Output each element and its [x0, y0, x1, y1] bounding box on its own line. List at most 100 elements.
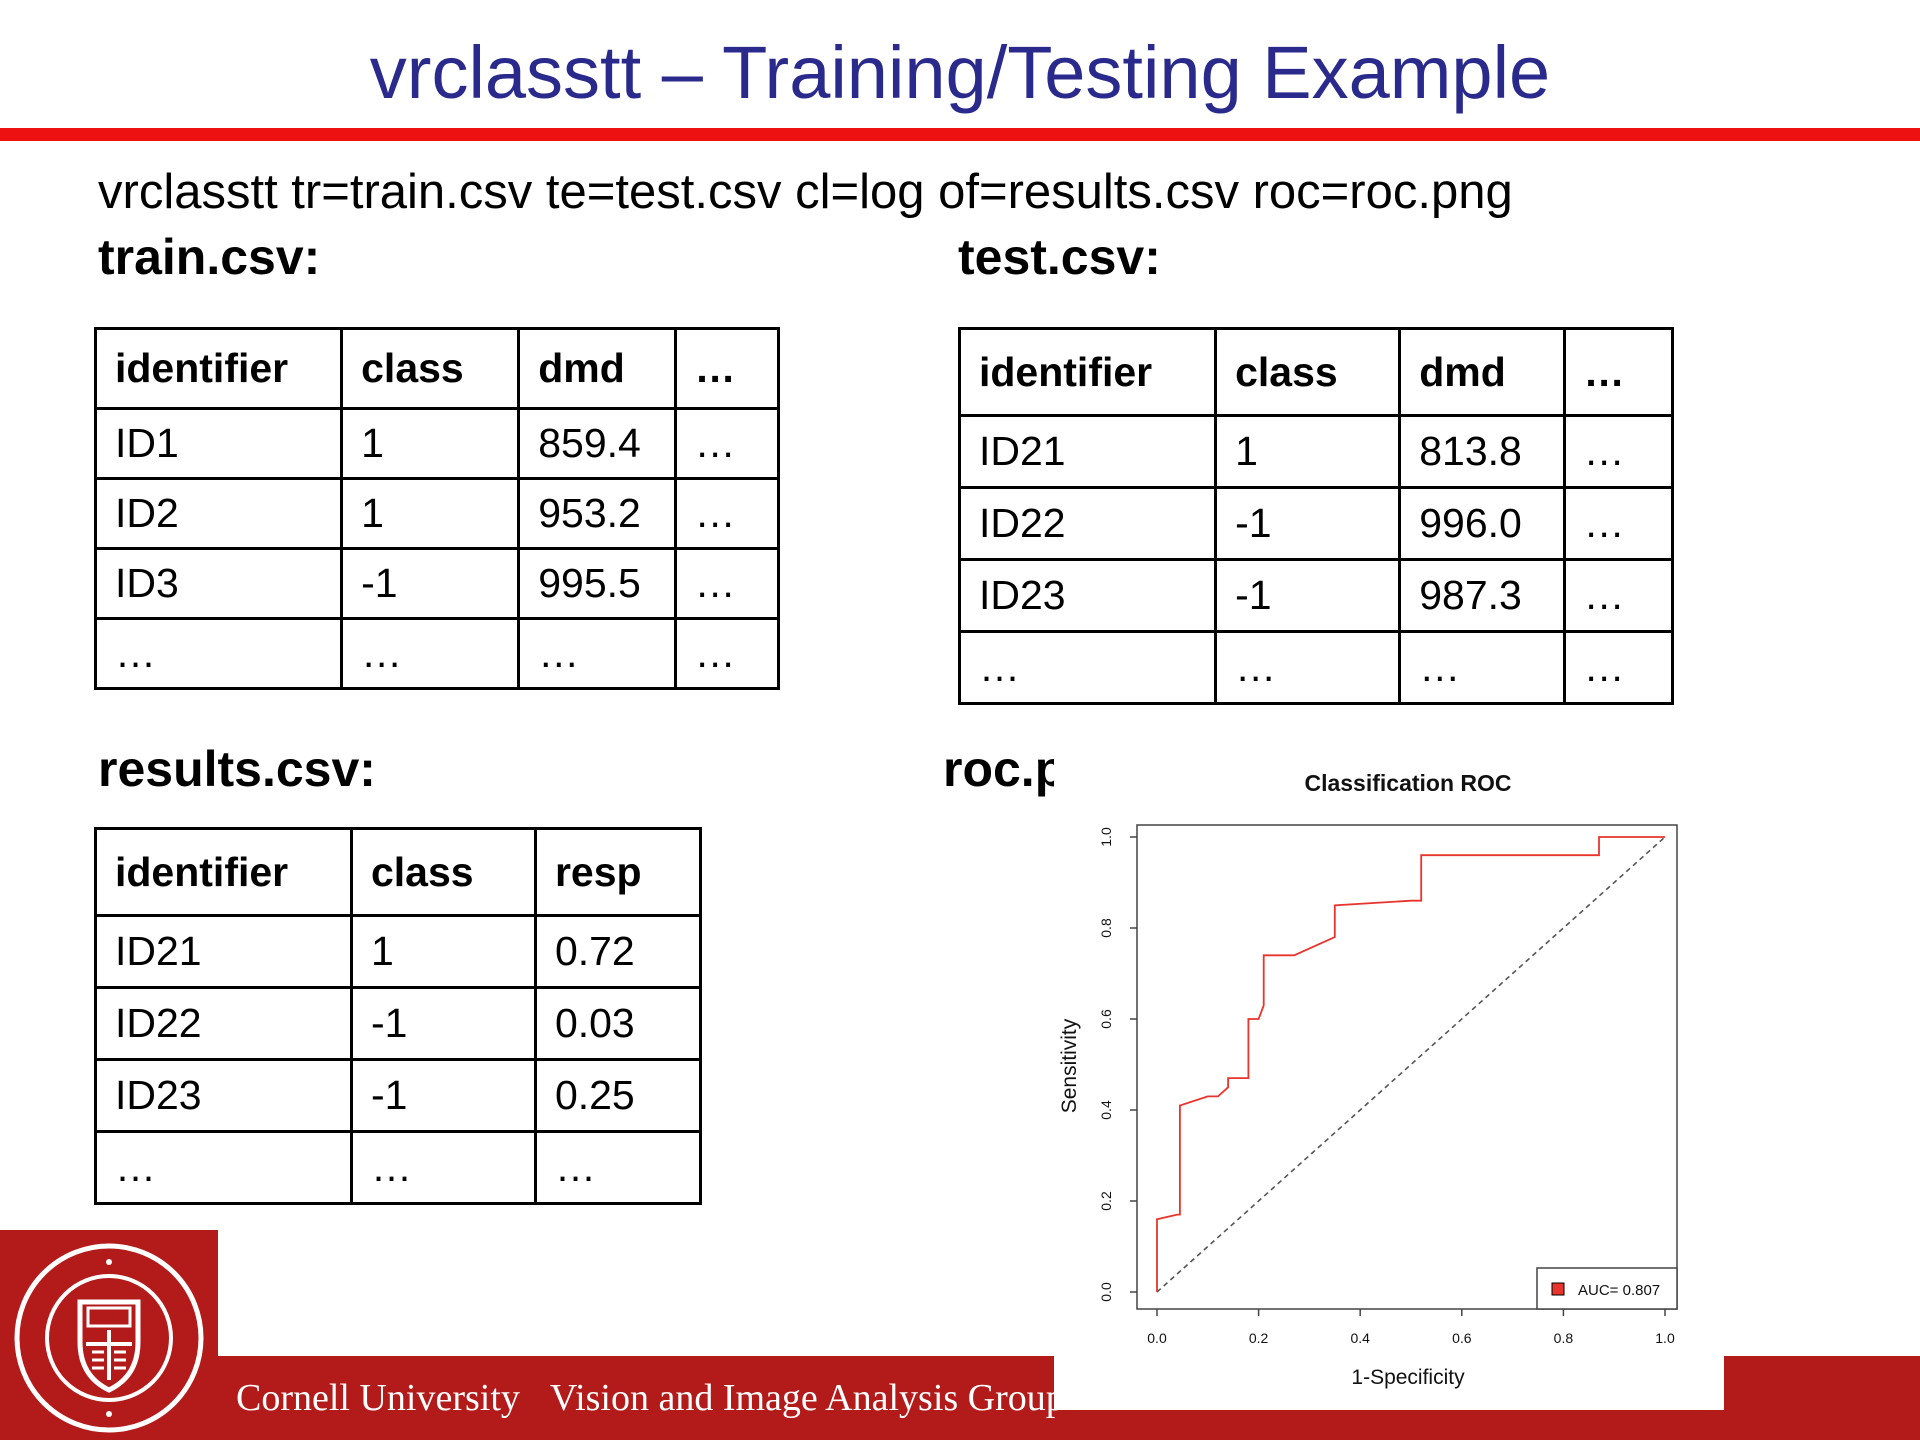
- footer-text: Cornell University Vision and Image Analy…: [236, 1376, 1065, 1420]
- table-cell: ID2: [93, 477, 344, 550]
- x-tick-label: 0.6: [1452, 1330, 1472, 1346]
- table-cell: 953.2: [517, 477, 677, 550]
- x-tick-label: 0.0: [1147, 1330, 1167, 1346]
- footer-university: Cornell University: [236, 1377, 520, 1419]
- x-tick-label: 0.8: [1554, 1330, 1574, 1346]
- header-cell: identifier: [957, 327, 1218, 417]
- header-cell: …: [1562, 327, 1675, 417]
- table-cell: …: [673, 547, 781, 620]
- table-cell: …: [957, 630, 1218, 705]
- table-cell: …: [517, 617, 677, 690]
- table-cell: ID22: [94, 986, 353, 1061]
- table-row: ID23 -1 0.25: [94, 1058, 703, 1133]
- table-cell: …: [673, 477, 781, 550]
- table-cell: 1: [349, 914, 537, 989]
- table-cell: ID22: [957, 486, 1218, 561]
- legend-swatch: [1551, 1282, 1565, 1296]
- table-row: ID22 -1 0.03: [94, 986, 703, 1061]
- table-row: ID21 1 0.72: [94, 914, 703, 989]
- table-cell: 1: [340, 477, 521, 550]
- y-tick-label: 0.8: [1098, 918, 1114, 938]
- y-tick-label: 0.2: [1098, 1191, 1114, 1211]
- test-table: identifier class dmd … ID21 1 813.8 … ID…: [957, 327, 1675, 705]
- table-cell: 813.8: [1398, 414, 1566, 489]
- table-cell: ID3: [93, 547, 344, 620]
- table-row: ID3 -1 995.5 …: [93, 547, 781, 620]
- table-cell: …: [340, 617, 521, 690]
- x-tick-label: 1.0: [1655, 1330, 1675, 1346]
- results-label: results.csv:: [98, 741, 376, 797]
- header-cell: dmd: [1398, 327, 1566, 417]
- table-cell: …: [673, 617, 781, 690]
- table-row: ID1 1 859.4 …: [93, 407, 781, 480]
- table-cell: …: [1562, 630, 1675, 705]
- table-cell: …: [1562, 414, 1675, 489]
- table-row: … … … …: [93, 617, 781, 690]
- table-cell: …: [93, 617, 344, 690]
- table-cell: …: [673, 407, 781, 480]
- table-cell: ID21: [94, 914, 353, 989]
- table-header-row: identifier class dmd …: [93, 327, 781, 410]
- table-cell: ID21: [957, 414, 1218, 489]
- plot-frame: [1136, 824, 1678, 1310]
- table-cell: 1: [1214, 414, 1402, 489]
- table-cell: …: [1562, 486, 1675, 561]
- command-line: vrclasstt tr=train.csv te=test.csv cl=lo…: [98, 165, 1513, 219]
- table-row: … … …: [94, 1130, 703, 1205]
- table-cell: 0.72: [533, 914, 703, 989]
- table-cell: 987.3: [1398, 558, 1566, 633]
- results-table: identifier class resp ID21 1 0.72 ID22 -…: [94, 827, 703, 1205]
- header-cell: class: [340, 327, 521, 410]
- reference-diagonal: [1156, 836, 1666, 1293]
- table-cell: …: [533, 1130, 703, 1205]
- table-cell: 1: [340, 407, 521, 480]
- table-cell: …: [1214, 630, 1402, 705]
- y-tick-label: 0.4: [1098, 1100, 1114, 1120]
- train-label: train.csv:: [98, 229, 321, 285]
- table-row: ID22 -1 996.0 …: [957, 486, 1675, 561]
- table-cell: -1: [1214, 486, 1402, 561]
- header-cell: resp: [533, 827, 703, 917]
- table-row: ID2 1 953.2 …: [93, 477, 781, 550]
- table-cell: -1: [1214, 558, 1402, 633]
- table-cell: …: [94, 1130, 353, 1205]
- legend-text: AUC= 0.807: [1578, 1282, 1660, 1299]
- table-cell: …: [1562, 558, 1675, 633]
- table-cell: ID23: [957, 558, 1218, 633]
- table-cell: …: [1398, 630, 1566, 705]
- x-tick-label: 0.2: [1249, 1330, 1269, 1346]
- table-cell: -1: [340, 547, 521, 620]
- header-cell: …: [673, 327, 781, 410]
- table-cell: …: [349, 1130, 537, 1205]
- table-cell: 995.5: [517, 547, 677, 620]
- header-cell: class: [1214, 327, 1402, 417]
- table-cell: ID23: [94, 1058, 353, 1133]
- roc-curve-line: [1156, 836, 1665, 1292]
- footer-group: Vision and Image Analysis Group: [549, 1377, 1065, 1419]
- table-row: ID21 1 813.8 …: [957, 414, 1675, 489]
- cornell-seal-icon: [14, 1243, 204, 1433]
- table-cell: 996.0: [1398, 486, 1566, 561]
- header-cell: class: [349, 827, 537, 917]
- table-cell: ID1: [93, 407, 344, 480]
- train-table: identifier class dmd … ID1 1 859.4 … ID2…: [93, 327, 781, 690]
- table-header-row: identifier class resp: [94, 827, 703, 917]
- y-axis-label: Sensitivity: [1058, 1018, 1081, 1113]
- test-label: test.csv:: [958, 229, 1161, 285]
- header-cell: identifier: [93, 327, 344, 410]
- table-row: … … … …: [957, 630, 1675, 705]
- header-cell: dmd: [517, 327, 677, 410]
- y-tick-label: 0.0: [1098, 1282, 1114, 1302]
- roc-image: Classification ROC 0.0 0.2 0.4 0.6 0.8 1.0 0.…: [1054, 752, 1724, 1410]
- table-cell: 859.4: [517, 407, 677, 480]
- title-divider: [0, 128, 1920, 141]
- roc-chart: Classification ROC 0.0 0.2 0.4 0.6 0.8 1.0 0.…: [1058, 770, 1678, 1389]
- x-tick-label: 0.4: [1350, 1330, 1370, 1346]
- table-row: ID23 -1 987.3 …: [957, 558, 1675, 633]
- slide-title: vrclasstt – Training/Testing Example: [369, 31, 1551, 114]
- x-axis-label: 1-Specificity: [1351, 1366, 1465, 1389]
- header-cell: identifier: [94, 827, 353, 917]
- table-header-row: identifier class dmd …: [957, 327, 1675, 417]
- table-cell: 0.25: [533, 1058, 703, 1133]
- y-tick-label: 1.0: [1098, 827, 1114, 847]
